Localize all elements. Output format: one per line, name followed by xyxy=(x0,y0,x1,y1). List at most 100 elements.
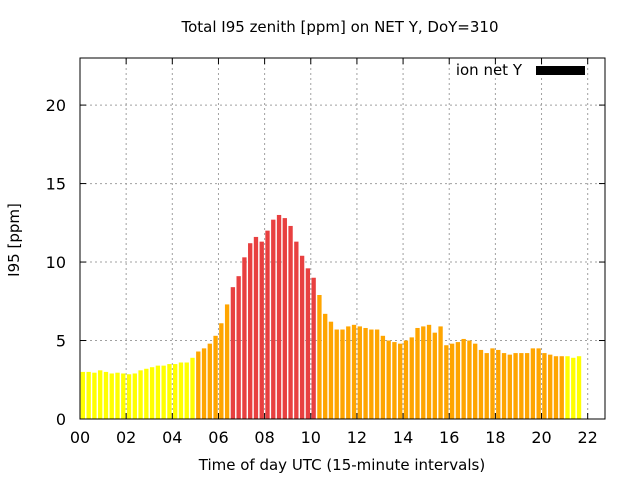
bar xyxy=(92,372,97,419)
bar xyxy=(536,348,541,419)
bar xyxy=(201,348,207,419)
bar xyxy=(323,313,328,419)
bar xyxy=(473,343,478,419)
plot-frame xyxy=(79,57,606,420)
bar xyxy=(444,345,449,419)
bar xyxy=(369,329,374,419)
chart-title: Total I95 zenith [ppm] on NET Y, DoY=310 xyxy=(180,18,498,36)
bar xyxy=(190,357,195,419)
y-tick-labels: 0 5 10 15 20 xyxy=(46,96,66,429)
x-tick-label: 12 xyxy=(347,428,367,447)
bar xyxy=(98,370,103,419)
x-tick-label: 20 xyxy=(531,428,551,447)
bar xyxy=(121,373,126,419)
bar xyxy=(213,335,218,419)
bar xyxy=(363,327,368,419)
y-axis-title: I95 [ppm] xyxy=(5,203,23,277)
bar xyxy=(242,257,247,419)
bar xyxy=(357,326,362,419)
bar xyxy=(305,268,311,419)
bar xyxy=(184,362,189,419)
bar xyxy=(398,343,403,419)
bar xyxy=(224,304,230,419)
bar xyxy=(230,287,236,419)
bar xyxy=(519,353,524,419)
bar xyxy=(282,218,287,419)
bar xyxy=(346,326,351,419)
bar xyxy=(178,362,184,419)
bar xyxy=(340,329,345,419)
y-tick-label: 5 xyxy=(56,332,66,351)
x-tick-label: 08 xyxy=(254,428,274,447)
bar xyxy=(219,323,224,419)
bar xyxy=(138,370,143,419)
bar xyxy=(299,255,305,419)
bar xyxy=(409,337,414,419)
bar xyxy=(265,230,270,419)
bar xyxy=(386,340,391,419)
x-tick-label: 04 xyxy=(162,428,182,447)
bar-series xyxy=(80,214,582,419)
bar xyxy=(80,371,86,419)
bar xyxy=(426,324,432,419)
bar xyxy=(484,353,489,419)
bar xyxy=(565,356,570,419)
bar xyxy=(294,241,299,419)
bar xyxy=(86,371,91,419)
x-tick-label: 00 xyxy=(70,428,90,447)
bar xyxy=(461,338,466,419)
bar xyxy=(380,335,386,419)
y-tick-label: 10 xyxy=(46,253,66,272)
bar xyxy=(317,295,322,419)
bar xyxy=(271,219,276,419)
bar xyxy=(288,225,293,419)
y-tick-label: 0 xyxy=(56,410,66,429)
x-tick-label: 02 xyxy=(116,428,136,447)
bar xyxy=(553,356,559,419)
y-tick-label: 15 xyxy=(46,175,66,194)
x-tick-label: 06 xyxy=(208,428,228,447)
bar xyxy=(432,332,437,419)
bar xyxy=(403,340,409,419)
bar xyxy=(167,364,172,419)
bar xyxy=(392,342,397,419)
bar xyxy=(253,236,259,419)
x-axis-title: Time of day UTC (15-minute intervals) xyxy=(198,456,485,474)
legend-label: ion net Y xyxy=(456,61,523,79)
x-tick-label: 18 xyxy=(485,428,505,447)
bar xyxy=(161,365,166,419)
bar xyxy=(196,351,201,419)
bar xyxy=(524,353,530,419)
bar xyxy=(374,329,380,419)
bar xyxy=(530,348,536,419)
bar xyxy=(478,349,484,419)
bar xyxy=(126,374,132,419)
bar xyxy=(248,243,253,419)
bar xyxy=(144,368,149,419)
bar xyxy=(548,354,553,419)
bar xyxy=(467,340,472,419)
bar xyxy=(449,343,455,419)
bar xyxy=(496,349,501,419)
bar xyxy=(415,327,420,419)
bar xyxy=(421,326,426,419)
bar xyxy=(455,342,461,419)
bar xyxy=(351,324,357,419)
bar xyxy=(132,373,137,419)
grid-lines xyxy=(80,58,605,419)
bar xyxy=(507,354,512,419)
bar xyxy=(438,326,443,419)
bar xyxy=(115,372,120,419)
bar xyxy=(559,356,564,419)
bar xyxy=(155,365,161,419)
bar xyxy=(513,353,518,419)
legend-swatch xyxy=(536,66,585,75)
y-tick-label: 20 xyxy=(46,96,66,115)
bar xyxy=(207,343,212,419)
bar xyxy=(571,357,576,419)
bar xyxy=(173,364,178,419)
bar xyxy=(490,348,495,419)
x-tick-label: 10 xyxy=(301,428,321,447)
bar xyxy=(328,321,334,419)
